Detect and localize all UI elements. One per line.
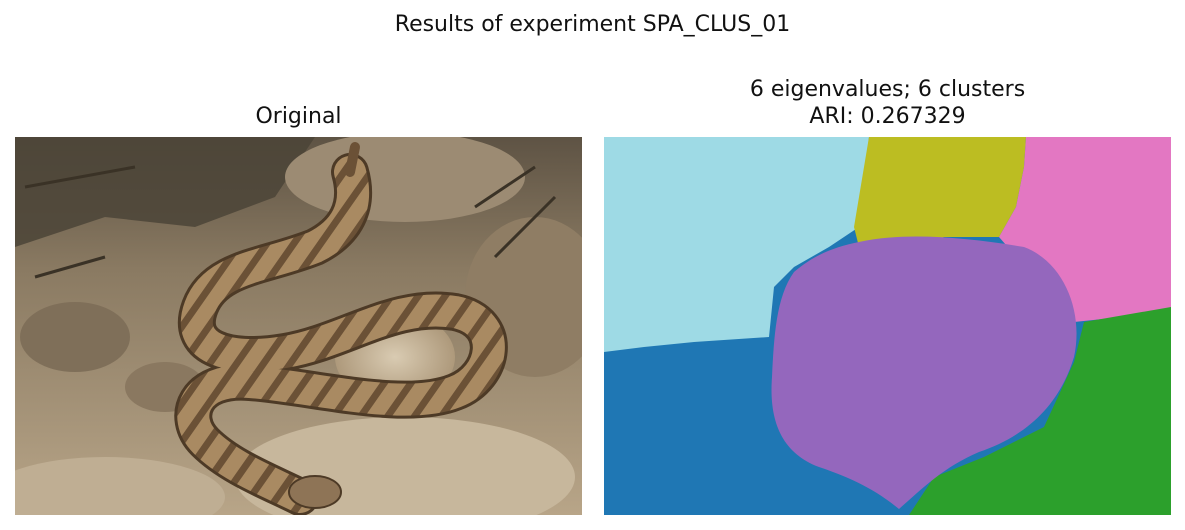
dark-rock-shadow bbox=[15, 137, 315, 247]
snake-photo-illustration bbox=[15, 137, 582, 515]
figure-title: Results of experiment SPA_CLUS_01 bbox=[394, 12, 791, 37]
rock-bottom-left bbox=[15, 457, 225, 515]
cluster-light-blue-region bbox=[604, 137, 869, 352]
segmentation-image bbox=[604, 137, 1171, 515]
cluster-green-region bbox=[909, 307, 1171, 515]
cluster-purple-region bbox=[771, 236, 1077, 510]
segmentation-title-line-1: 6 eigenvalues; 6 clusters bbox=[749, 77, 1026, 102]
rock-left bbox=[20, 302, 130, 372]
segmentation-panel-title: 6 eigenvalues; 6 clusters ARI: 0.267329 bbox=[604, 76, 1171, 130]
twigs bbox=[24, 165, 557, 279]
cluster-olive-region bbox=[854, 137, 1026, 267]
segmentation-ari-line: ARI: 0.267329 bbox=[809, 104, 966, 129]
snake-tail bbox=[345, 142, 360, 177]
original-panel-title: Original bbox=[255, 104, 342, 129]
snake-body bbox=[177, 156, 505, 513]
original-image bbox=[15, 137, 582, 515]
snake-head bbox=[288, 475, 342, 509]
segmentation-map bbox=[604, 137, 1171, 515]
